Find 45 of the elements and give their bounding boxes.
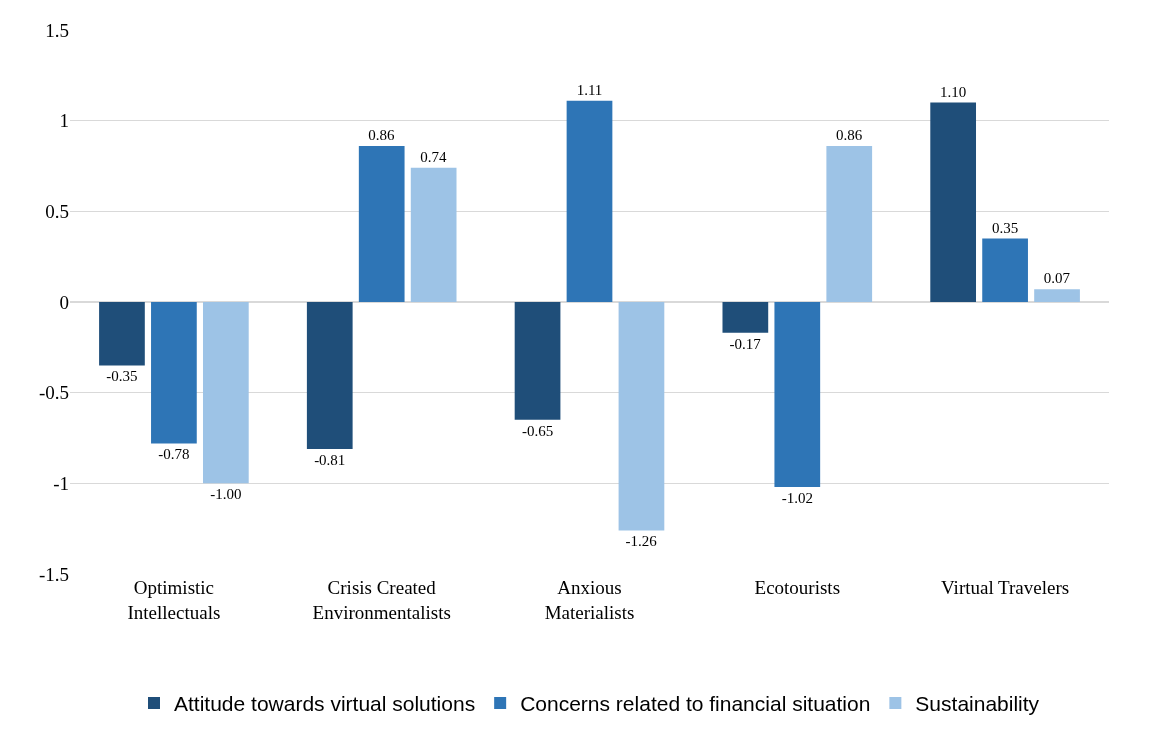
data-label: 0.35: [991, 219, 1019, 236]
x-tick-label: Crisis Created Environmentalists: [312, 577, 451, 623]
data-label: -1.00: [210, 486, 242, 503]
bar: [930, 102, 977, 302]
y-tick-label: 0: [59, 291, 69, 313]
legend-label: Sustainability: [915, 692, 1040, 716]
x-tick-label: Ecotourists: [754, 577, 841, 598]
bar: [566, 100, 613, 302]
bar: [306, 302, 353, 449]
data-label: -1.02: [781, 489, 813, 506]
bar: [1034, 289, 1080, 302]
data-label: -0.81: [314, 451, 346, 468]
data-label: -0.65: [521, 422, 554, 439]
y-tick-label: 0.5: [45, 200, 69, 222]
x-tick-label: Virtual Travelers: [941, 577, 1070, 598]
bar: [774, 302, 821, 487]
x-tick-label: Optimistic Intellectuals: [127, 577, 221, 623]
data-label: 0.86: [835, 127, 863, 144]
data-label: 0.07: [1043, 270, 1071, 287]
y-tick-label: -1.5: [38, 563, 69, 585]
bar: [202, 302, 249, 484]
legend-label: Concerns related to financial situation: [520, 692, 871, 716]
data-label: 0.74: [420, 148, 448, 165]
data-label: -0.17: [729, 335, 762, 352]
legend-label: Attitude towards virtual solutions: [174, 692, 476, 716]
y-tick-label: 1: [59, 110, 69, 132]
bar: [410, 167, 457, 302]
bar: [826, 146, 873, 302]
y-tick-label: -0.5: [38, 382, 69, 404]
bar: [358, 146, 405, 302]
bar: [151, 302, 197, 444]
data-label: 1.11: [576, 81, 603, 98]
data-label: -1.26: [625, 533, 658, 550]
data-label: -0.78: [158, 446, 190, 463]
bar: [514, 302, 561, 420]
data-label: 0.86: [368, 127, 396, 144]
x-tick-label: Anxious Materialists: [544, 577, 635, 623]
y-tick-label: 1.5: [45, 19, 69, 41]
data-label: 1.10: [940, 83, 967, 100]
data-label: -0.35: [106, 368, 138, 385]
bar: [982, 238, 1028, 302]
y-tick-label: -1: [53, 472, 69, 494]
bar: [722, 302, 769, 333]
bar: [618, 302, 665, 531]
bar: [99, 302, 145, 366]
